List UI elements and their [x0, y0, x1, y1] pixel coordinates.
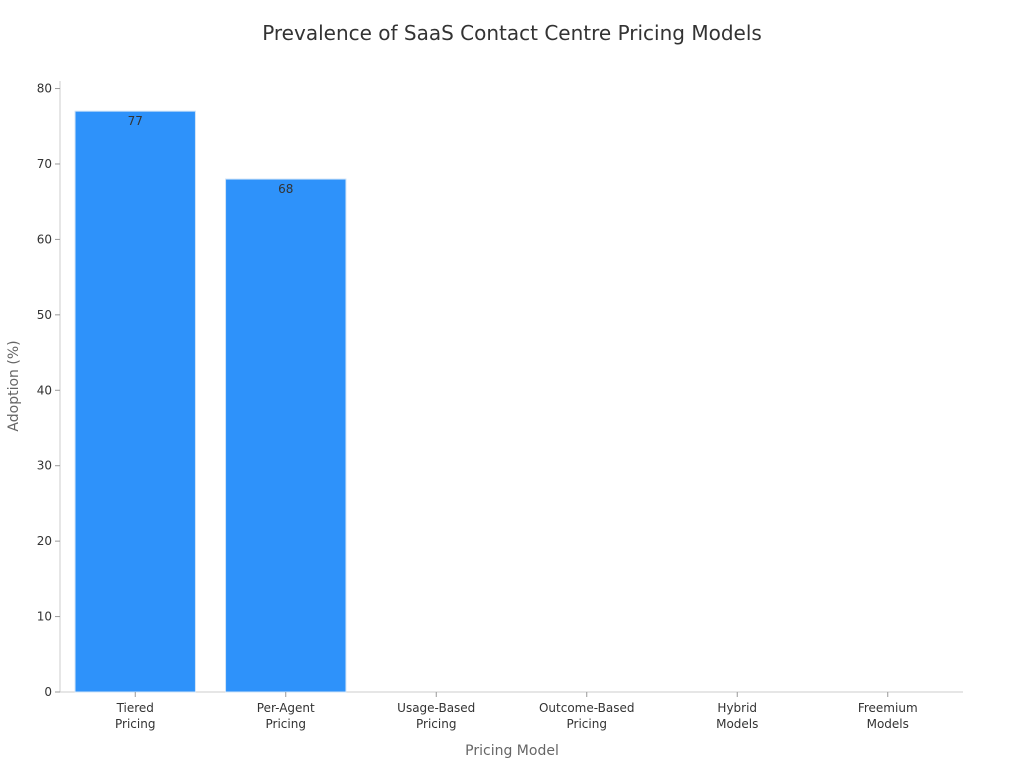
x-tick-label: Per-Agent Pricing [257, 701, 315, 731]
bar-value-label: 68 [278, 182, 293, 196]
data-labels-group: 77 68 [128, 114, 294, 196]
y-tick-label: 80 [37, 82, 52, 96]
x-axis-ticks: Tiered Pricing Per-Agent Pricing Usage-Based… [115, 692, 918, 731]
bar-value-label: 77 [128, 114, 143, 128]
y-tick-label: 40 [37, 383, 52, 397]
y-axis-label: Adoption (%) [6, 340, 22, 431]
x-axis-label: Pricing Model [465, 743, 559, 759]
chart-title: Prevalence of SaaS Contact Centre Pricin… [262, 21, 762, 45]
bars-group [74, 110, 347, 693]
y-tick-label: 20 [37, 534, 52, 548]
y-tick-label: 0 [44, 685, 52, 699]
bar [74, 110, 196, 693]
y-tick-label: 70 [37, 157, 52, 171]
y-axis-ticks: 0 10 20 30 40 50 60 70 80 [37, 82, 60, 699]
x-tick-label: Freemium Models [858, 701, 918, 731]
bar [225, 178, 347, 693]
x-tick-label: Hybrid Models [716, 701, 758, 731]
y-tick-label: 60 [37, 232, 52, 246]
y-tick-label: 50 [37, 308, 52, 322]
x-tick-label: Outcome-Based Pricing [539, 701, 635, 731]
x-tick-label: Tiered Pricing [115, 701, 155, 731]
y-tick-label: 10 [37, 610, 52, 624]
x-tick-label: Usage-Based Pricing [397, 701, 475, 731]
y-tick-label: 30 [37, 459, 52, 473]
